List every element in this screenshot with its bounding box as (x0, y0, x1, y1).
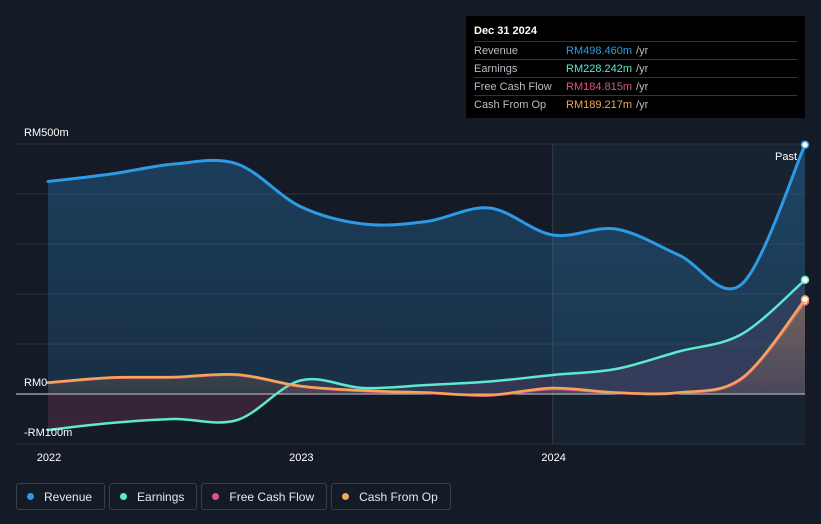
y-tick-label: RM500m (24, 127, 69, 139)
tooltip-value: RM189.217m (566, 98, 633, 111)
tooltip-value: RM228.242m (566, 62, 633, 75)
tooltip-value: RM498.460m (566, 44, 633, 57)
free-cash-flow-dot-icon (212, 493, 220, 500)
legend-label: Free Cash Flow (229, 489, 315, 504)
tooltip-value: RM184.815m (566, 80, 633, 93)
tooltip: Dec 31 2024 Revenue RM498.460m /yr Earni… (466, 16, 805, 118)
tooltip-row-earnings: Earnings RM228.242m /yr (474, 59, 797, 77)
tooltip-row-revenue: Revenue RM498.460m /yr (474, 41, 797, 59)
legend-label: Earnings (137, 489, 185, 504)
x-tick-label: 2023 (289, 452, 313, 464)
tooltip-row-free-cash-flow: Free Cash Flow RM184.815m /yr (474, 77, 797, 95)
cash-from-op-line (46, 298, 807, 397)
legend-label: Cash From Op (359, 489, 438, 504)
cash-from-op-end-point (800, 295, 810, 304)
tooltip-row-cash-from-op: Cash From Op RM189.217m /yr (474, 95, 797, 113)
legend-item-cash-from-op[interactable]: Cash From Op (331, 483, 451, 510)
cash-from-op-dot-icon (342, 493, 350, 500)
tooltip-unit: /yr (636, 44, 649, 57)
tooltip-label: Cash From Op (474, 98, 547, 111)
legend: Revenue Earnings Free Cash Flow Cash Fro… (16, 483, 451, 510)
tooltip-label: Earnings (474, 62, 518, 75)
tooltip-date: Dec 31 2024 (474, 25, 537, 37)
tooltip-label: Revenue (474, 44, 519, 57)
tooltip-unit: /yr (636, 62, 649, 75)
revenue-line (46, 143, 807, 291)
revenue-area (48, 144, 805, 394)
y-tick-label: RM0 (24, 377, 47, 389)
revenue-end-point (800, 140, 810, 150)
x-tick-label: 2024 (541, 452, 565, 464)
earnings-end-point (800, 275, 810, 285)
tooltip-unit: /yr (636, 80, 649, 93)
legend-item-free-cash-flow[interactable]: Free Cash Flow (201, 483, 328, 510)
legend-item-revenue[interactable]: Revenue (16, 483, 106, 510)
earnings-dot-icon (120, 493, 128, 500)
y-tick-label: -RM100m (24, 427, 72, 439)
revenue-dot-icon (27, 493, 34, 500)
tooltip-unit: /yr (636, 98, 649, 111)
legend-item-earnings[interactable]: Earnings (109, 483, 198, 510)
x-tick-label: 2022 (37, 452, 61, 464)
tooltip-label: Free Cash Flow (474, 80, 552, 93)
earnings-line (46, 278, 807, 432)
legend-label: Revenue (44, 489, 93, 504)
past-label: Past (775, 151, 797, 163)
